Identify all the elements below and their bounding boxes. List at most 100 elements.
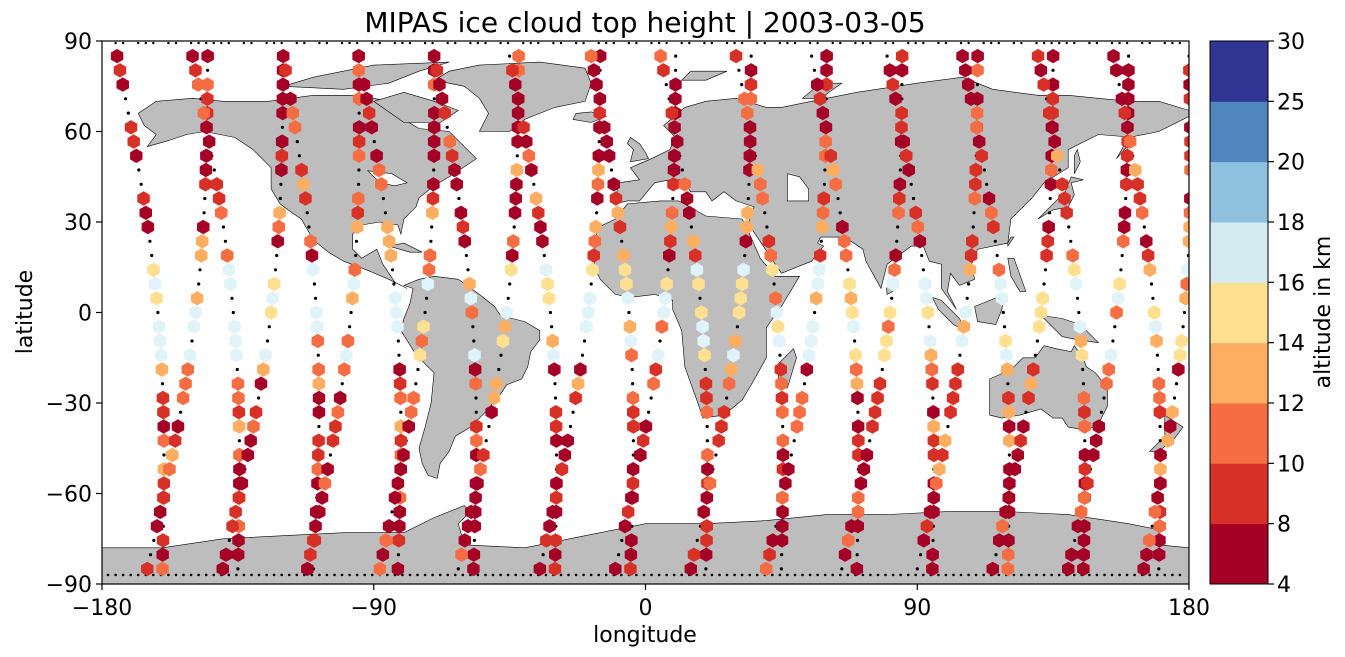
cloud-marker — [591, 177, 605, 192]
track-dot — [156, 310, 160, 315]
cloud-marker — [474, 462, 487, 477]
cloud-marker — [843, 276, 856, 292]
cloud-marker — [609, 191, 623, 206]
y-tick-label: −30 — [46, 392, 92, 417]
cloud-marker — [895, 105, 908, 121]
track-dot — [432, 168, 436, 172]
track-dot — [856, 410, 860, 414]
polar-track-dot — [1125, 573, 1129, 577]
cloud-marker — [593, 105, 606, 121]
cloud-marker — [508, 205, 522, 220]
cloud-marker — [618, 262, 632, 277]
track-dot — [1181, 325, 1185, 329]
cloud-marker — [850, 362, 863, 377]
cloud-marker — [737, 262, 750, 277]
polar-track-dot — [174, 41, 178, 45]
cloud-marker — [744, 77, 758, 92]
cloud-marker — [586, 262, 599, 277]
polar-track-dot — [189, 41, 193, 45]
cloud-marker — [247, 419, 260, 434]
polar-track-dot — [665, 41, 668, 45]
cloud-marker — [1100, 376, 1113, 391]
cloud-marker — [465, 305, 479, 320]
cloud-marker — [1152, 376, 1166, 391]
cloud-marker — [309, 519, 322, 534]
track-dot — [416, 367, 420, 372]
cloud-marker — [725, 362, 738, 377]
cloud-marker — [995, 291, 1009, 306]
polar-track-dot — [816, 573, 819, 577]
polar-track-dot — [801, 573, 804, 577]
track-dot — [1075, 296, 1080, 300]
polar-track-dot — [657, 41, 661, 45]
x-tick-label: −90 — [351, 596, 397, 621]
polar-track-dot — [1057, 573, 1061, 577]
track-dot — [236, 567, 240, 571]
cloud-marker — [751, 162, 764, 178]
track-dot — [597, 140, 601, 144]
cloud-marker — [201, 91, 214, 106]
track-dot — [1150, 524, 1154, 528]
cloud-marker — [163, 462, 176, 477]
polar-track-dot — [967, 573, 970, 577]
cloud-marker — [1184, 163, 1189, 177]
polar-track-dot — [899, 573, 902, 577]
cloud-marker — [461, 519, 475, 534]
cloud-marker — [536, 234, 549, 249]
cloud-marker — [687, 234, 700, 249]
cloud-marker — [295, 162, 308, 178]
polar-track-dot — [967, 41, 970, 45]
plot-area — [102, 41, 1189, 584]
cloud-marker — [609, 561, 622, 577]
land-kamchatka-sakhalin — [1074, 148, 1081, 174]
cloud-marker — [1034, 305, 1048, 320]
cloud-marker — [1033, 319, 1046, 334]
polar-track-dot — [1095, 573, 1099, 577]
polar-track-dot — [718, 573, 721, 577]
cloud-marker — [701, 447, 714, 463]
cloud-marker — [232, 490, 246, 505]
track-dot — [1069, 239, 1073, 243]
cloud-marker — [970, 120, 983, 135]
cloud-marker — [893, 191, 906, 206]
cloud-marker — [299, 191, 312, 206]
cloud-marker — [511, 105, 525, 121]
cloud-marker — [955, 333, 969, 349]
cloud-marker — [549, 405, 563, 420]
cloud-marker — [215, 205, 228, 220]
polar-track-dot — [272, 41, 276, 45]
cloud-marker — [232, 547, 245, 562]
polar-track-dot — [506, 573, 510, 577]
track-dot — [160, 382, 165, 386]
cloud-marker — [1141, 248, 1155, 263]
polar-track-dot — [318, 573, 321, 577]
track-dot — [885, 54, 889, 58]
cloud-marker — [443, 134, 456, 149]
polar-track-dot — [574, 573, 578, 577]
polar-track-dot — [189, 573, 193, 577]
cloud-marker — [1078, 462, 1092, 477]
cloud-marker — [539, 262, 553, 277]
track-dot — [855, 553, 859, 557]
cloud-marker — [340, 348, 353, 363]
cloud-marker — [1173, 348, 1187, 363]
colorbar-tick-label: 30 — [1277, 30, 1305, 55]
polar-track-dot — [703, 41, 706, 45]
cloud-marker — [224, 276, 237, 292]
cloud-marker — [1077, 547, 1090, 562]
cloud-marker — [1002, 390, 1015, 406]
cloud-marker — [427, 134, 441, 149]
polar-track-dot — [1042, 573, 1046, 577]
cloud-marker — [550, 476, 563, 491]
track-dot — [139, 182, 143, 186]
polar-track-dot — [650, 573, 653, 577]
track-dot — [430, 225, 434, 229]
track-dot — [705, 424, 709, 429]
polar-track-dot — [114, 41, 117, 45]
polar-track-dot — [876, 573, 880, 577]
cloud-marker — [926, 547, 939, 562]
cloud-marker — [754, 177, 767, 192]
cloud-marker — [944, 405, 957, 420]
cloud-marker — [276, 105, 289, 121]
track-dot — [620, 239, 624, 243]
